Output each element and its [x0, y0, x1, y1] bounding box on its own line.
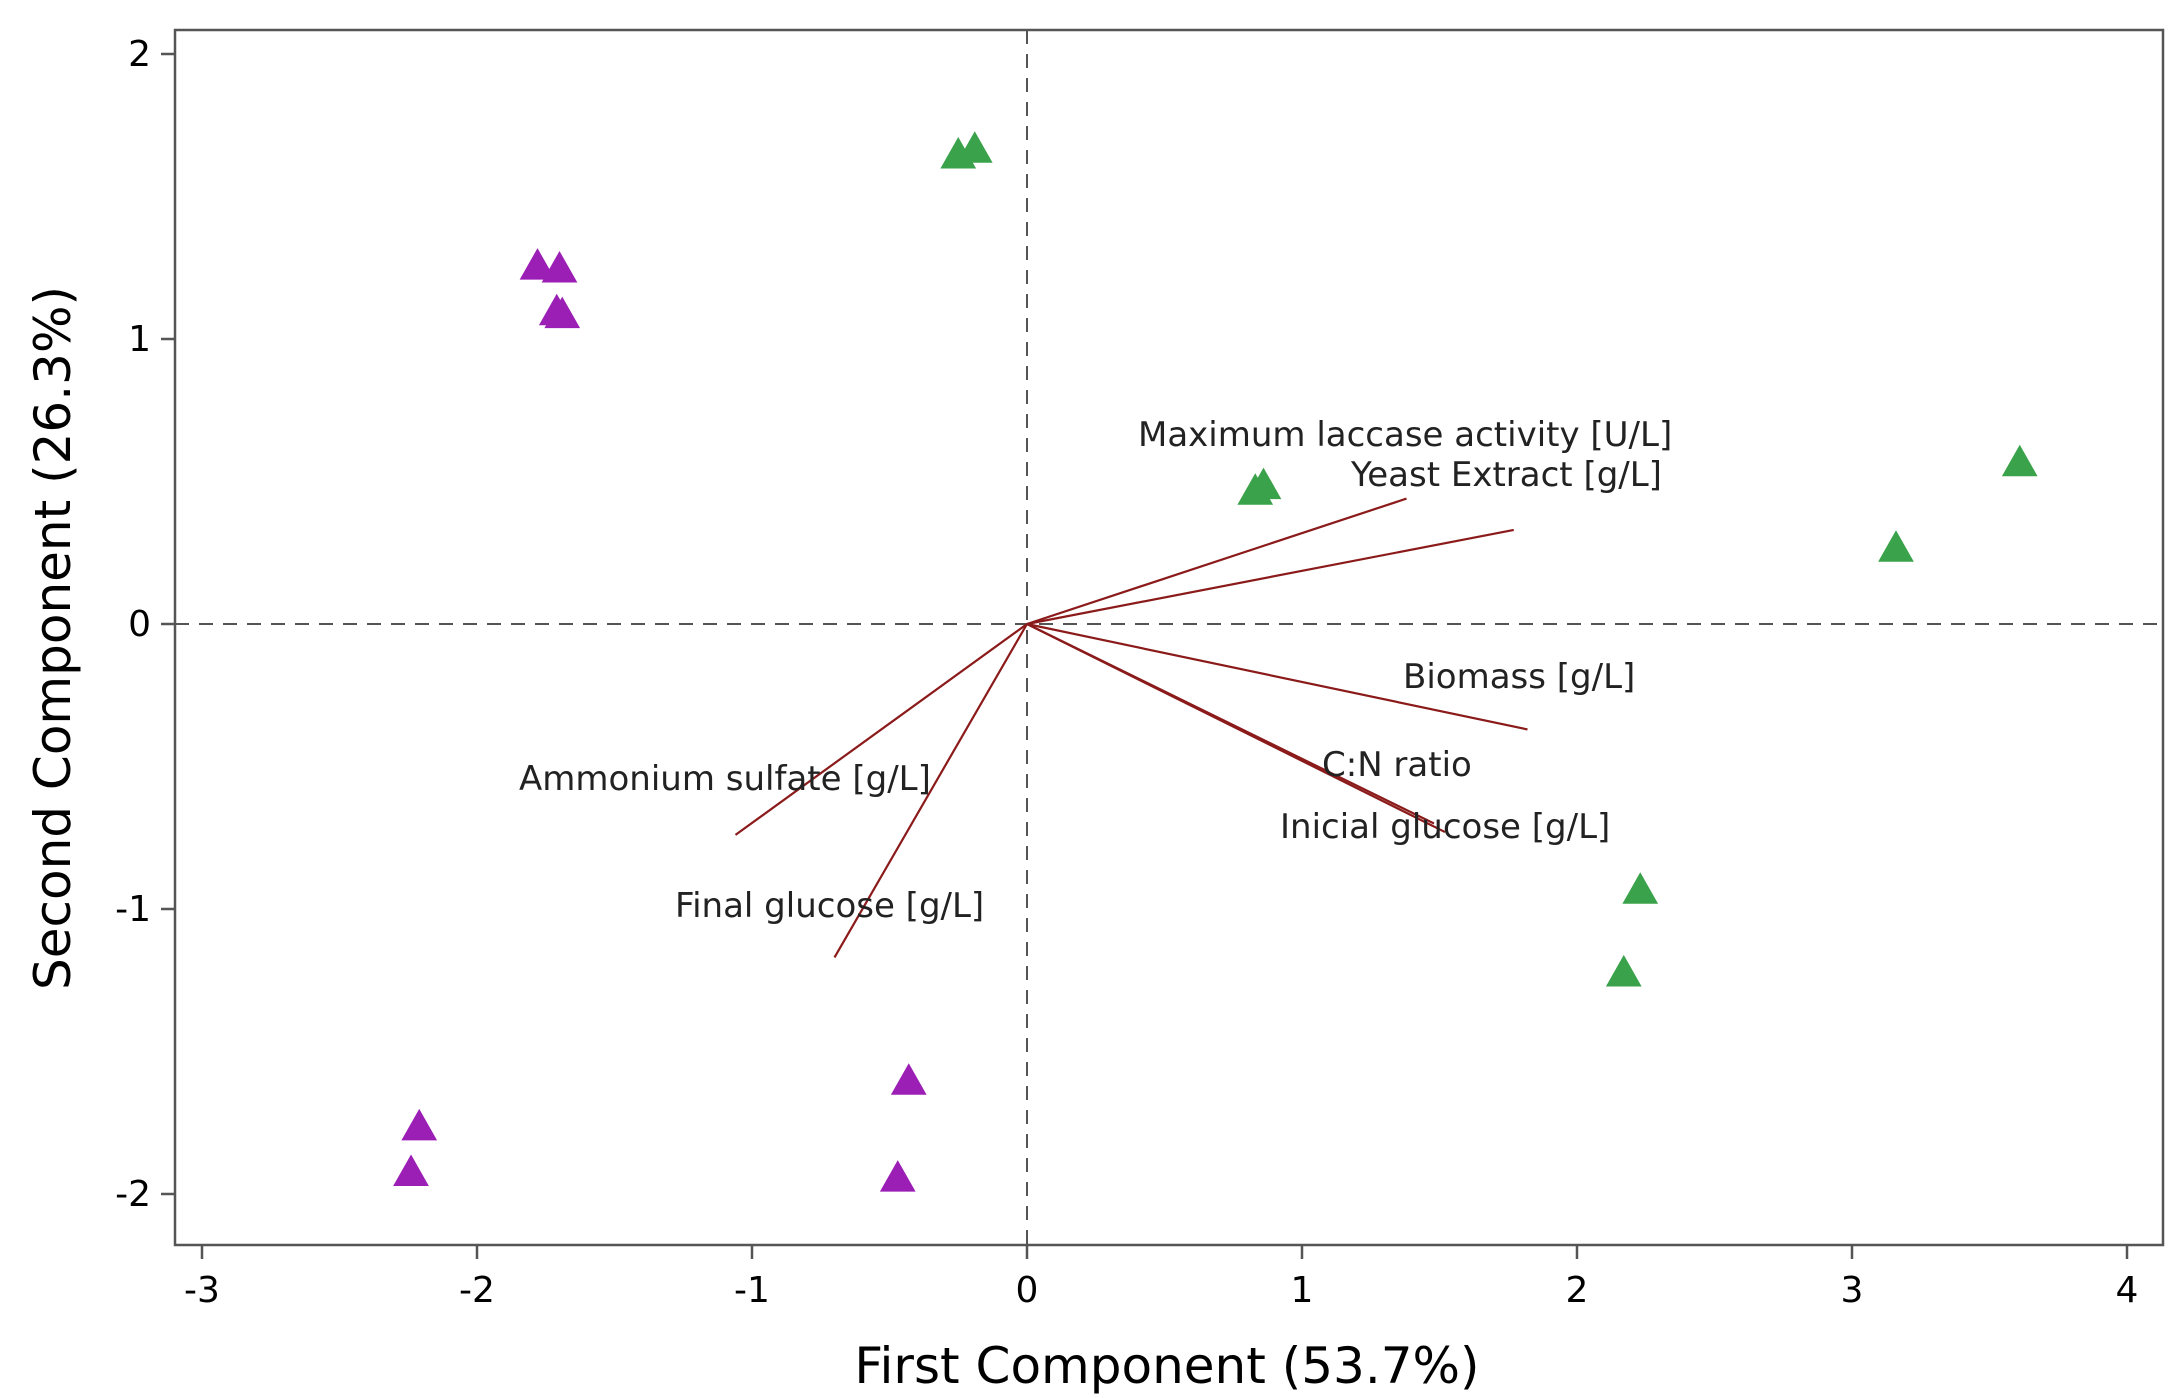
x-tick-label: 0: [1016, 1270, 1039, 1311]
x-tick-label: -1: [734, 1270, 770, 1311]
score-point-triangle: [541, 250, 578, 283]
score-point-triangle: [1605, 954, 1642, 987]
loading-vector: [833, 623, 1028, 958]
y-axis: -2 -1 0 1 2: [115, 34, 175, 1215]
score-point-triangle: [401, 1108, 438, 1141]
loading-label: Final glucose [g/L]: [675, 886, 984, 926]
loading-label: Inicial glucose [g/L]: [1280, 807, 1610, 847]
y-axis-title: Second Component (26.3%): [24, 286, 82, 990]
loading-vector: [1026, 622, 1528, 731]
loading-labels: Maximum laccase activity [U/L]Yeast Extr…: [519, 415, 1672, 926]
y-tick-label: 0: [128, 604, 151, 645]
loading-vector: [734, 623, 1028, 836]
loading-vector: [1026, 497, 1407, 626]
loading-label: C:N ratio: [1322, 745, 1472, 785]
x-tick-label: -3: [184, 1270, 220, 1311]
score-point-triangle: [1878, 530, 1914, 562]
score-point-triangle: [890, 1063, 927, 1095]
score-point-triangle: [1245, 467, 1282, 500]
score-point-triangle: [544, 296, 581, 329]
x-tick-label: 2: [1566, 1270, 1589, 1311]
loading-vector: [1026, 528, 1514, 626]
loading-vectors: [734, 497, 1528, 958]
y-tick-label: 1: [128, 319, 151, 360]
score-point-triangle: [393, 1154, 429, 1186]
score-points: [393, 131, 2038, 1192]
score-point-triangle: [2001, 444, 2038, 477]
y-tick-label: -1: [115, 889, 151, 930]
score-point-triangle: [879, 1160, 916, 1192]
x-tick-label: -2: [459, 1270, 495, 1311]
loading-label: Maximum laccase activity [U/L]: [1138, 415, 1672, 455]
y-tick-label: 2: [128, 34, 151, 75]
loading-label: Biomass [g/L]: [1403, 657, 1635, 697]
x-axis: -3 -2 -1 0 1 2 3 4: [184, 1245, 2138, 1311]
loading-vector: [1026, 623, 1446, 834]
plot-frame: [173, 28, 2165, 1247]
score-point-triangle: [956, 131, 993, 163]
score-point-triangle: [519, 248, 556, 280]
x-axis-title: First Component (53.7%): [854, 1337, 1479, 1395]
x-tick-label: 4: [2116, 1270, 2139, 1311]
y-tick-label: -2: [115, 1174, 151, 1215]
loading-label: Ammonium sulfate [g/L]: [519, 759, 931, 799]
score-point-triangle: [1622, 872, 1659, 904]
reference-lines: [175, 30, 2163, 1245]
loading-label: Yeast Extract [g/L]: [1350, 455, 1662, 495]
x-tick-label: 3: [1841, 1270, 1864, 1311]
x-tick-label: 1: [1291, 1270, 1314, 1311]
